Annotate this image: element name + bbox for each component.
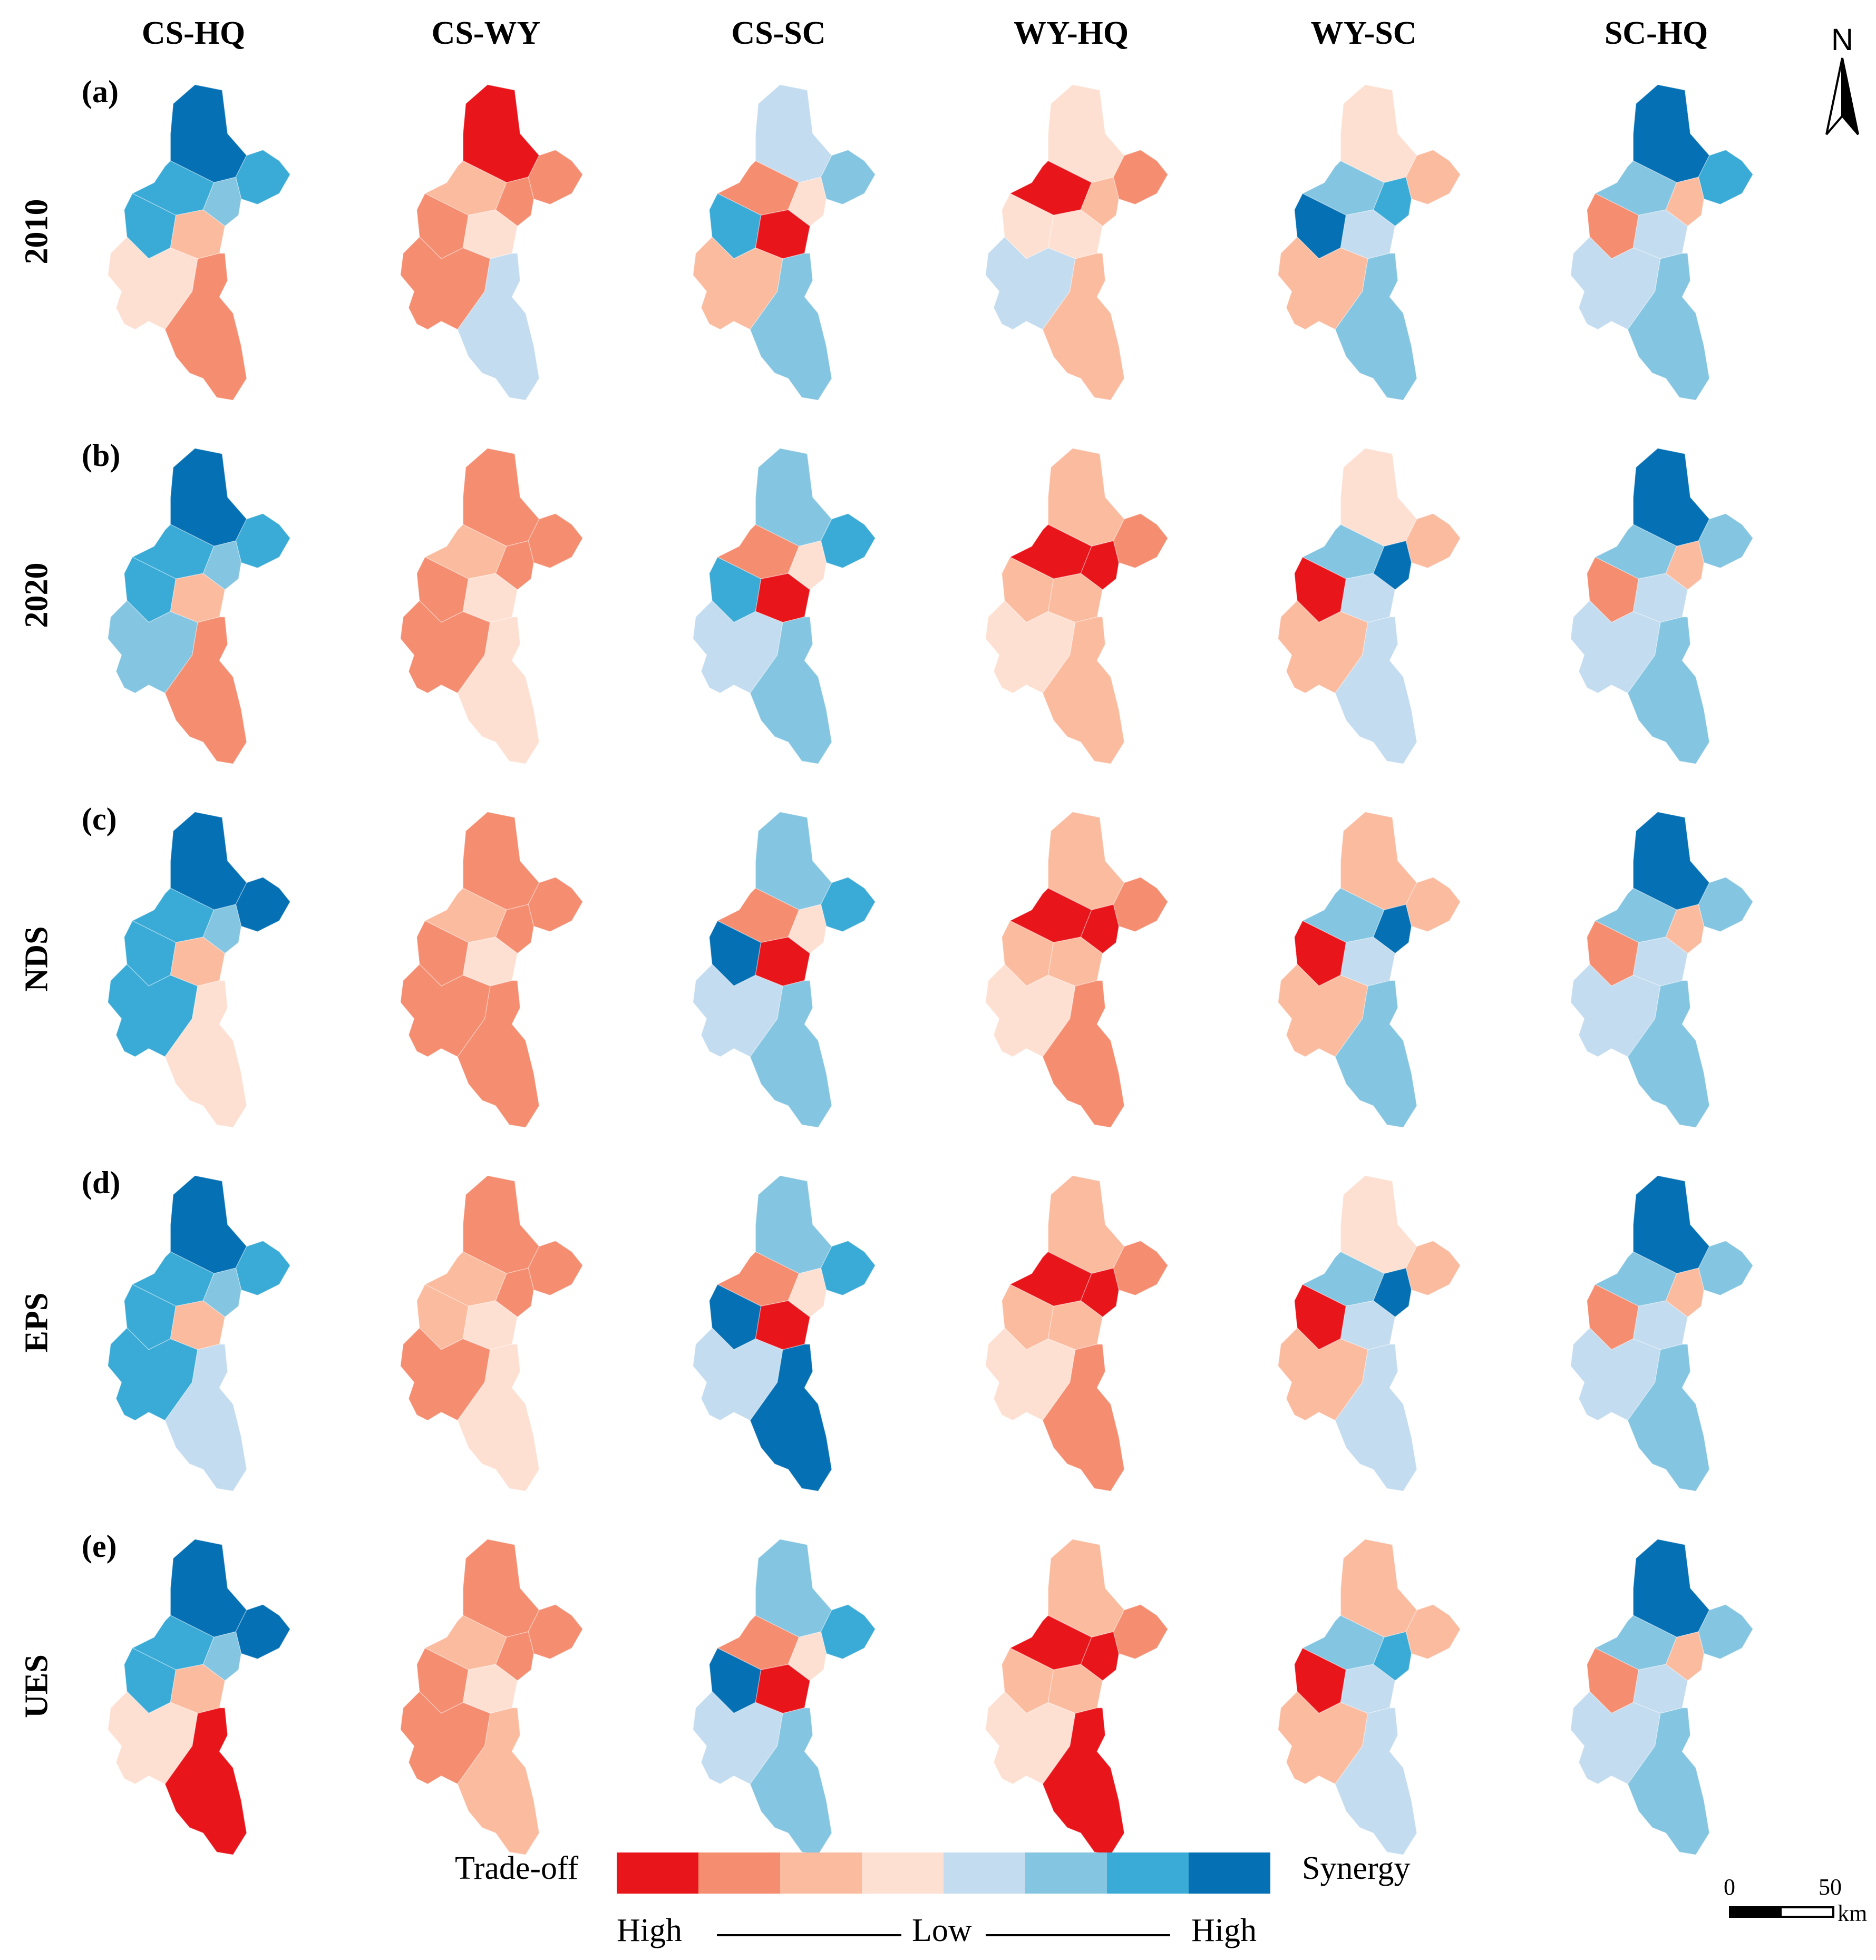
scale-bar: 0 50 km: [1713, 1874, 1871, 1953]
map-zone-1: [1698, 1604, 1753, 1660]
map-zone-1: [1113, 1604, 1168, 1660]
map-ues-cs-hq: [50, 1528, 345, 1866]
map-2010-cs-sc: [635, 74, 930, 411]
panel-tag-d: (d): [82, 1165, 121, 1200]
map-ues-wy-hq: [928, 1528, 1223, 1866]
legend-low: Low: [912, 1913, 972, 1948]
map-ues-wy-sc: [1220, 1528, 1515, 1866]
map-zone-1: [1405, 1604, 1461, 1660]
legend-swatch-5: [1025, 1852, 1107, 1894]
map-eps-wy-sc: [1220, 1165, 1515, 1502]
map-2020-sc-hq: [1513, 437, 1808, 775]
north-label: N: [1831, 23, 1853, 57]
map-nds-wy-sc: [1220, 801, 1515, 1138]
map-zone-1: [820, 1604, 876, 1660]
map-zone-1: [1113, 1240, 1168, 1296]
map-zone-1: [528, 1604, 583, 1660]
map-nds-cs-hq: [50, 801, 345, 1138]
panel-tag-a: (a): [82, 74, 119, 109]
map-zone-1: [235, 1604, 290, 1660]
scale-bar-start: 0: [1724, 1874, 1735, 1900]
legend-swatch-4: [944, 1852, 1025, 1894]
scale-bar-unit: km: [1838, 1900, 1868, 1926]
map-2010-sc-hq: [1513, 74, 1808, 411]
column-header-wy-hq: WY-HQ: [1013, 15, 1129, 51]
scale-bar-box: [1729, 1906, 1834, 1918]
legend-synergy-label: Synergy: [1302, 1850, 1411, 1886]
column-header-cs-wy: CS-WY: [431, 15, 541, 51]
legend-high-right: High: [1191, 1913, 1257, 1948]
legend-line-left: [717, 1934, 901, 1936]
map-zone-1: [235, 1240, 290, 1296]
map-zone-1: [820, 1240, 876, 1296]
column-header-cs-sc: CS-SC: [731, 15, 826, 51]
legend-scale: High Low High: [617, 1912, 1270, 1954]
map-2010-cs-hq: [50, 74, 345, 411]
map-2020-cs-sc: [635, 437, 930, 775]
map-2010-cs-wy: [343, 74, 638, 411]
legend-swatch-2: [780, 1852, 862, 1894]
map-2020-cs-hq: [50, 437, 345, 775]
map-eps-wy-hq: [928, 1165, 1223, 1502]
legend-swatch-7: [1189, 1852, 1270, 1894]
map-2010-wy-sc: [1220, 74, 1515, 411]
map-zone-1: [1405, 1240, 1461, 1296]
map-nds-sc-hq: [1513, 801, 1808, 1138]
map-zone-1: [1698, 1240, 1753, 1296]
legend-swatch-1: [698, 1852, 780, 1894]
column-header-sc-hq: SC-HQ: [1604, 15, 1708, 51]
north-arrow: N: [1813, 21, 1871, 142]
map-ues-cs-sc: [635, 1528, 930, 1866]
panel-tag-b: (b): [82, 438, 121, 473]
panel-tag-c: (c): [82, 802, 117, 836]
map-nds-cs-wy: [343, 801, 638, 1138]
legend: Trade-off Synergy High Low High: [453, 1850, 1455, 1955]
map-2020-cs-wy: [343, 437, 638, 775]
column-header-wy-sc: WY-SC: [1310, 15, 1417, 51]
panel-tag-e: (e): [82, 1529, 117, 1564]
map-eps-cs-wy: [343, 1165, 638, 1502]
map-ues-sc-hq: [1513, 1528, 1808, 1866]
map-eps-sc-hq: [1513, 1165, 1808, 1502]
scale-bar-end: 50: [1819, 1874, 1842, 1900]
map-nds-wy-hq: [928, 801, 1223, 1138]
map-eps-cs-hq: [50, 1165, 345, 1502]
map-2020-wy-hq: [928, 437, 1223, 775]
map-zone-1: [528, 1240, 583, 1296]
map-zone-1: [235, 149, 290, 205]
map-2010-wy-hq: [928, 74, 1223, 411]
map-2020-wy-sc: [1220, 437, 1515, 775]
map-nds-cs-sc: [635, 801, 930, 1138]
legend-swatch-0: [617, 1852, 698, 1894]
legend-swatch-3: [862, 1852, 944, 1894]
legend-swatch-6: [1107, 1852, 1189, 1894]
legend-line-right: [986, 1934, 1170, 1936]
legend-color-ramp: [617, 1852, 1270, 1894]
north-arrow-icon: N: [1825, 23, 1859, 135]
legend-tradeoff-label: Trade-off: [455, 1850, 579, 1886]
map-eps-cs-sc: [635, 1165, 930, 1502]
legend-high-left: High: [617, 1913, 682, 1948]
column-header-cs-hq: CS-HQ: [141, 15, 246, 51]
map-ues-cs-wy: [343, 1528, 638, 1866]
